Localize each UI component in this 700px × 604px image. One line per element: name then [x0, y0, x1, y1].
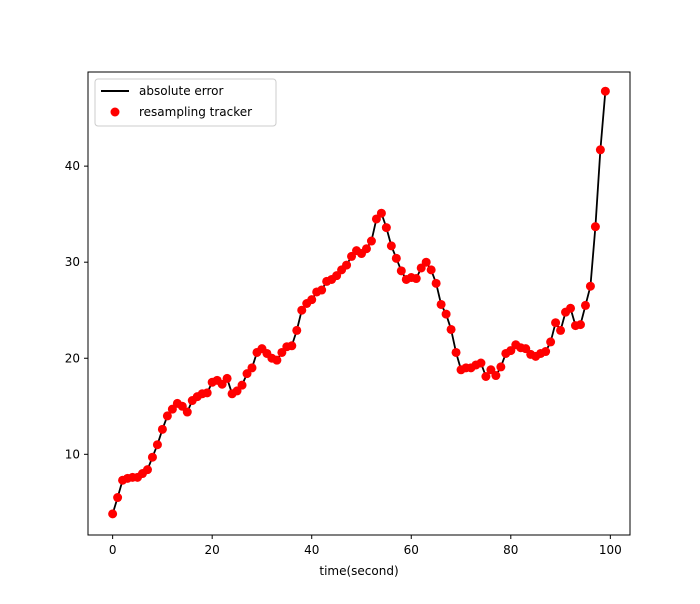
scatter-point	[426, 265, 436, 275]
y-tick-label: 10	[65, 447, 80, 461]
scatter-point	[287, 341, 297, 351]
scatter-point	[247, 363, 257, 373]
scatter-point	[366, 236, 376, 246]
scatter-point	[142, 465, 152, 475]
scatter-point	[386, 241, 396, 251]
x-axis: 0 20 40 60 80 100	[109, 535, 622, 557]
scatter-point	[391, 253, 401, 263]
scatter-point	[361, 244, 371, 254]
scatter-point	[307, 295, 317, 305]
scatter-point	[431, 278, 441, 288]
y-tick-label: 20	[65, 351, 80, 365]
scatter-point	[202, 388, 212, 398]
points-layer	[108, 86, 610, 519]
x-tick-label: 20	[205, 543, 220, 557]
scatter-point	[541, 347, 551, 357]
scatter-point	[551, 318, 561, 328]
plot-frame	[87, 71, 631, 536]
x-tick-label: 80	[503, 543, 518, 557]
scatter-point	[481, 372, 491, 381]
legend-box	[94, 78, 277, 127]
scatter-point	[113, 493, 123, 503]
scatter-point	[556, 325, 566, 335]
legend-label-absolute-error: absolute error	[139, 84, 224, 98]
scatter-point	[396, 266, 406, 276]
legend-label-resampling-tracker: resampling tracker	[139, 105, 252, 119]
scatter-point	[446, 324, 456, 334]
scatter-point	[451, 347, 461, 357]
scatter-point	[147, 452, 157, 462]
x-tick-label: 100	[599, 543, 622, 557]
scatter-point	[182, 407, 192, 417]
x-tick-label: 60	[404, 543, 419, 557]
scatter-point	[222, 373, 232, 383]
scatter-point	[496, 362, 506, 372]
y-axis: 10 20 30 40	[65, 159, 88, 461]
plot-background	[88, 72, 630, 535]
legend-scatter-swatch	[110, 107, 120, 117]
scatter-point	[441, 309, 451, 319]
scatter-point	[381, 223, 391, 233]
x-tick-label: 40	[304, 543, 319, 557]
scatter-point	[595, 145, 605, 155]
scatter-point	[585, 281, 595, 291]
legend: absolute error resampling tracker	[94, 78, 277, 127]
scatter-point	[342, 260, 352, 270]
scatter-point	[157, 424, 167, 434]
scatter-point	[566, 303, 576, 313]
scatter-point	[580, 300, 590, 310]
scatter-point	[491, 371, 501, 381]
scatter-point	[376, 208, 386, 218]
x-axis-label: time(second)	[319, 564, 398, 578]
scatter-point	[317, 285, 327, 295]
scatter-point	[436, 299, 446, 309]
scatter-point	[590, 222, 600, 232]
scatter-point	[600, 86, 610, 96]
scatter-point	[411, 274, 421, 284]
scatter-point	[108, 509, 118, 519]
scatter-point	[575, 320, 585, 330]
scatter-point	[162, 411, 172, 421]
scatter-point	[152, 440, 162, 450]
scatter-point	[272, 355, 282, 365]
scatter-point	[297, 305, 307, 315]
x-tick-label: 0	[109, 543, 117, 557]
scatter-point	[237, 380, 247, 390]
y-tick-label: 40	[65, 159, 80, 173]
scatter-point	[546, 337, 556, 347]
y-tick-label: 30	[65, 255, 80, 269]
scatter-point	[292, 325, 302, 335]
scatter-point	[421, 257, 431, 267]
scatter-point	[476, 358, 486, 368]
